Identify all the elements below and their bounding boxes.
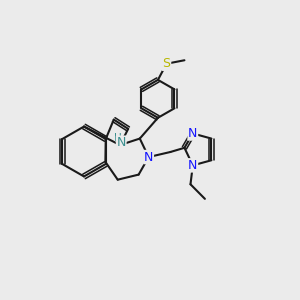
Text: H: H: [114, 133, 122, 143]
Text: S: S: [163, 57, 170, 70]
Text: N: N: [116, 136, 126, 149]
Text: N: N: [144, 151, 153, 164]
Text: N: N: [188, 159, 197, 172]
Text: N: N: [188, 127, 197, 140]
